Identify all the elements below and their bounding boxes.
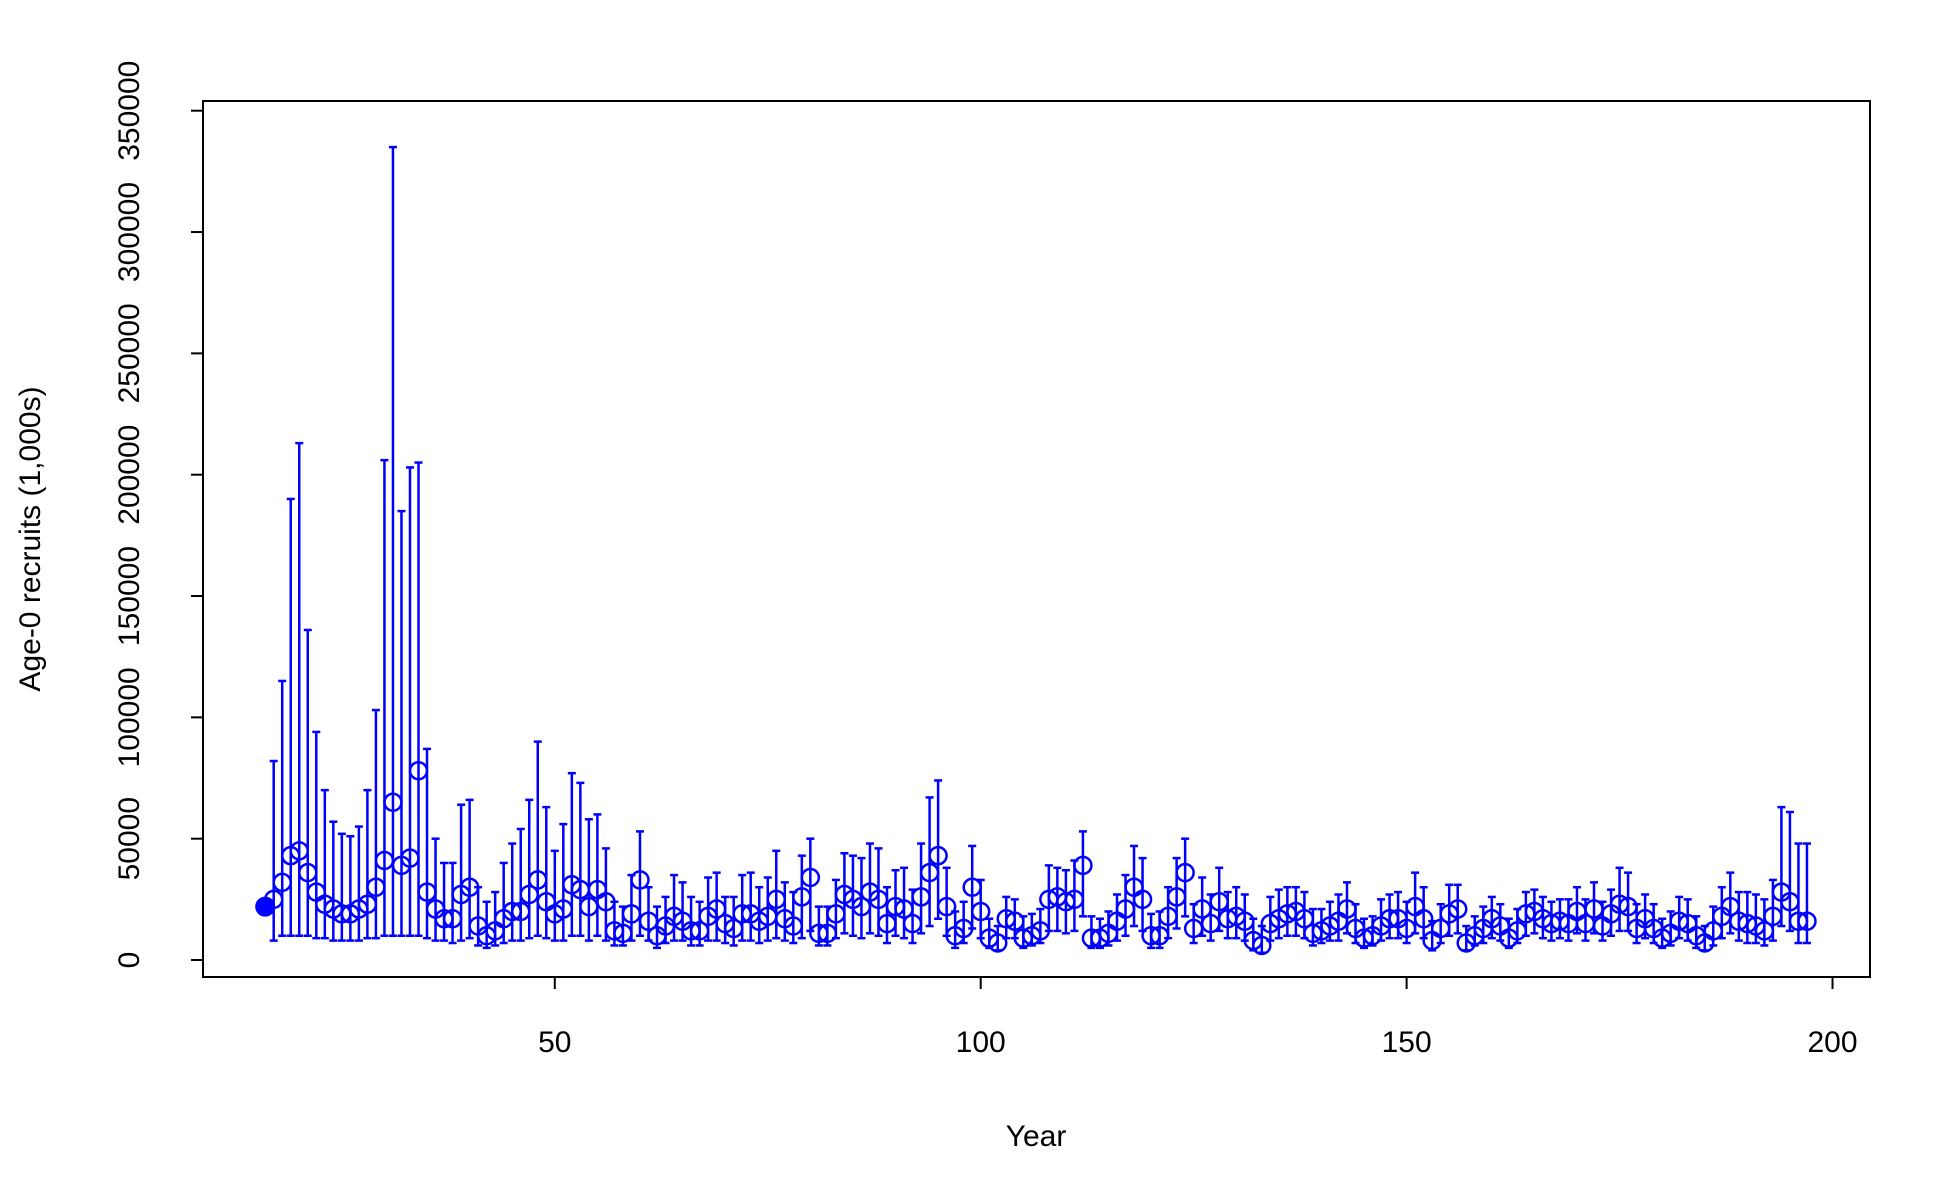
error-bar (337, 832, 346, 942)
error-bar (303, 628, 312, 937)
error-bar (1453, 883, 1462, 935)
error-bar (1036, 907, 1045, 945)
error-bar (1675, 895, 1684, 940)
error-bar (448, 861, 457, 945)
error-bar (1734, 890, 1743, 942)
error-bar (1147, 912, 1156, 950)
error-bar (1794, 842, 1803, 945)
error-bar (925, 796, 934, 928)
point (1073, 855, 1093, 876)
y-tick-label: 350000 (113, 61, 146, 161)
error-bar (942, 866, 951, 937)
point (1797, 911, 1817, 931)
error-bar (712, 871, 721, 942)
error-bar (1607, 888, 1616, 937)
error-bar (431, 837, 440, 942)
error-bar (525, 798, 534, 940)
plot-box (202, 100, 1871, 978)
error-bar (371, 708, 380, 940)
y-tick-label: 200000 (113, 425, 146, 525)
y-tick-label: 150000 (113, 546, 146, 646)
error-bar (1802, 842, 1811, 945)
y-tick-label: 100000 (113, 667, 146, 767)
error-bar (584, 818, 593, 942)
point (970, 901, 991, 922)
error-bar (1334, 893, 1343, 942)
error-bar (840, 851, 849, 935)
point (1252, 935, 1272, 956)
error-bar (1785, 810, 1794, 933)
error-bar (1232, 885, 1241, 940)
error-bar (1291, 885, 1300, 937)
error-bar (499, 861, 508, 945)
error-bar (1717, 885, 1726, 940)
point (1447, 899, 1468, 919)
error-bar (1130, 844, 1139, 928)
error-bar (934, 779, 943, 921)
error-bar (865, 842, 874, 935)
y-axis-title: Age-0 recruits (1,000s) (14, 386, 47, 691)
error-bar (1487, 895, 1496, 940)
error-bar (550, 849, 559, 942)
error-bar (593, 813, 602, 937)
point (987, 933, 1008, 953)
error-bar (831, 878, 840, 940)
error-bar (1615, 866, 1624, 933)
x-tick-label: 200 (1807, 1026, 1857, 1059)
point (1175, 862, 1195, 883)
point (1413, 909, 1434, 929)
error-bar (772, 849, 781, 940)
error-bar (286, 497, 295, 937)
error-bar (1530, 888, 1539, 935)
error-bar (329, 820, 338, 942)
error-bar (457, 803, 466, 942)
error-bar (721, 895, 730, 945)
error-bar (797, 854, 806, 940)
error-bar (354, 825, 363, 942)
x-tick-label: 50 (538, 1026, 571, 1059)
error-bar (278, 679, 287, 937)
error-bar (848, 854, 857, 937)
error-bar (388, 145, 397, 937)
point (1132, 889, 1153, 910)
error-bar (738, 873, 747, 942)
point (630, 870, 650, 890)
y-tick-label: 250000 (113, 303, 146, 403)
error-bar (1555, 898, 1564, 940)
error-bar (1181, 837, 1190, 918)
error-bar (1564, 898, 1573, 942)
error-bar (405, 466, 414, 937)
error-bar (516, 827, 525, 942)
point (928, 845, 948, 866)
error-bar (269, 759, 278, 942)
error-bar (891, 868, 900, 937)
point (936, 896, 957, 917)
x-tick-label: 100 (956, 1026, 1006, 1059)
error-bar (346, 835, 355, 942)
error-bar (482, 900, 491, 950)
x-axis-title: Year (1006, 1120, 1067, 1153)
y-tick-label: 300000 (113, 182, 146, 282)
error-bar (567, 771, 576, 937)
error-bar (295, 441, 304, 937)
error-bar (397, 509, 406, 937)
error-bar (1538, 895, 1547, 940)
error-bar (414, 461, 423, 937)
error-bar (508, 842, 517, 942)
x-tick-label: 150 (1382, 1026, 1432, 1059)
error-bar (465, 798, 474, 940)
error-bar (1112, 893, 1121, 942)
error-bar (993, 924, 1002, 952)
y-tick-label: 50000 (113, 797, 146, 880)
point (800, 867, 821, 888)
error-bar (1743, 890, 1752, 945)
error-bar (380, 458, 389, 937)
error-bar (976, 878, 985, 940)
y-tick-label: 0 (113, 952, 146, 969)
